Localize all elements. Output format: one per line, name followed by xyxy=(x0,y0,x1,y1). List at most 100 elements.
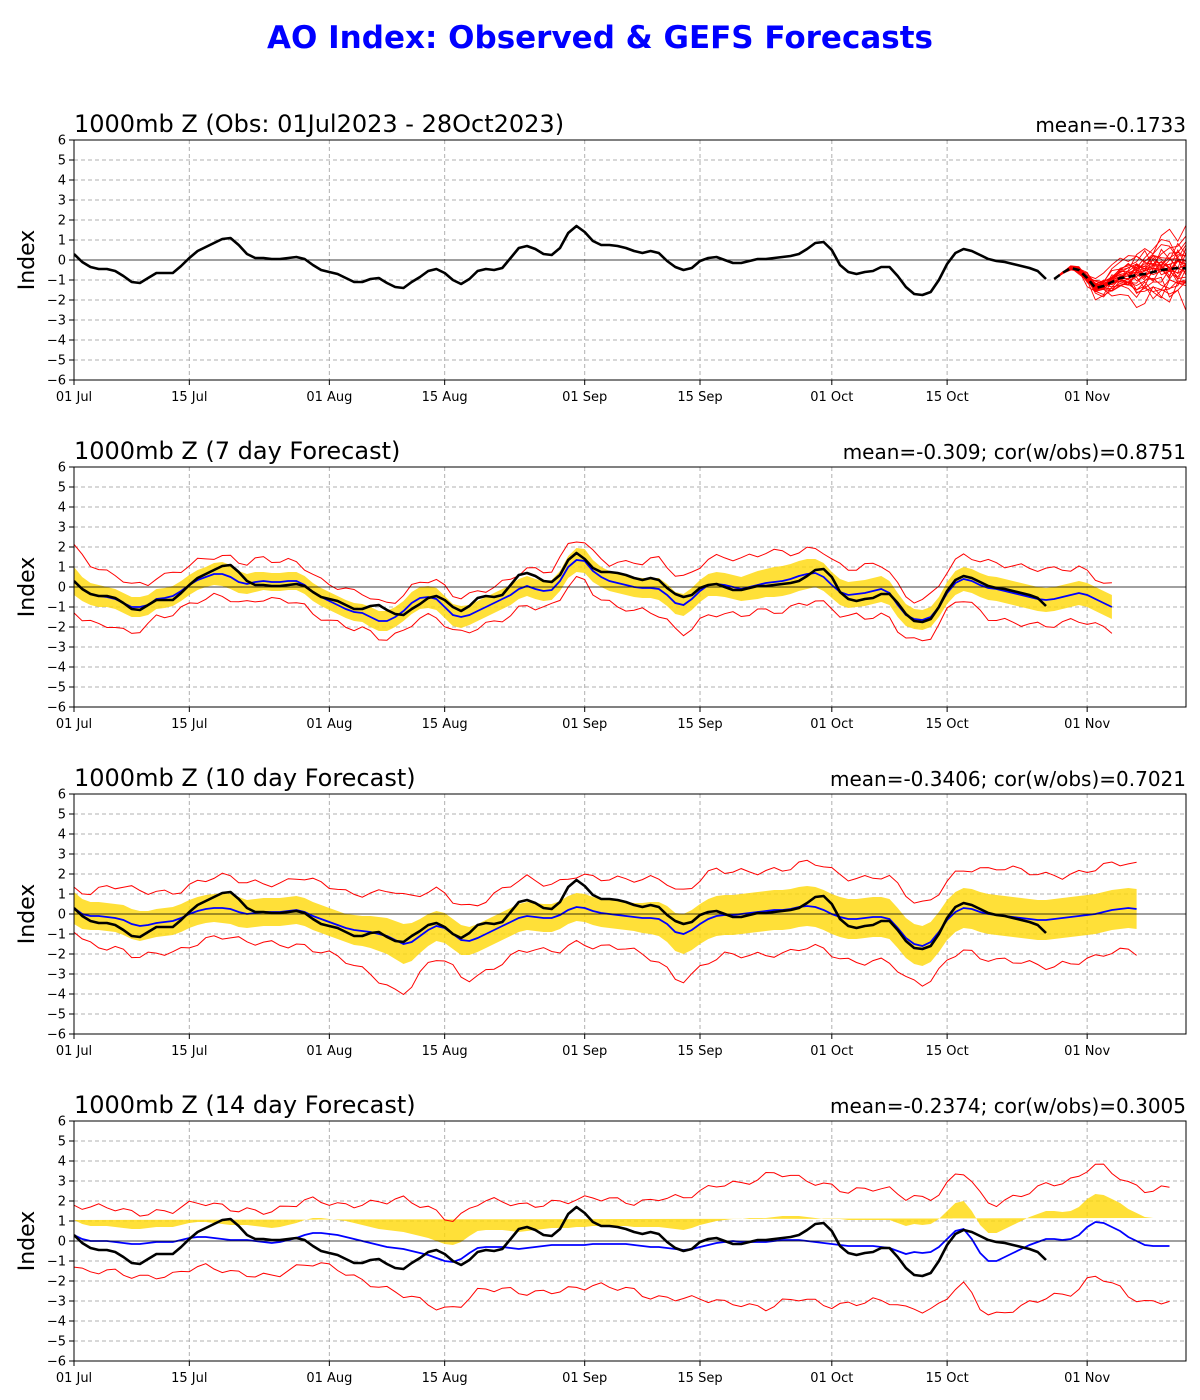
observed-line xyxy=(74,551,1047,624)
x-tick-label: 01 Oct xyxy=(810,717,853,732)
y-tick-label: 4 xyxy=(58,828,66,843)
y-tick-label: 2 xyxy=(58,541,66,556)
y-tick-label: −1 xyxy=(47,1255,66,1270)
y-tick-label: 2 xyxy=(58,214,66,229)
y-tick-label: 3 xyxy=(58,848,66,863)
x-tick-label: 15 Oct xyxy=(926,390,969,405)
spread-band xyxy=(74,1194,1162,1245)
y-tick-label: 1 xyxy=(58,234,66,249)
x-tick-label: 01 Nov xyxy=(1064,390,1110,405)
page-title: AO Index: Observed & GEFS Forecasts xyxy=(267,20,933,56)
y-tick-label: 6 xyxy=(58,461,66,476)
x-tick-label: 01 Oct xyxy=(810,1044,853,1059)
x-tick-label: 15 Jul xyxy=(171,390,207,405)
y-tick-label: −1 xyxy=(47,601,66,616)
y-tick-label: 2 xyxy=(58,1195,66,1210)
x-tick-label: 01 Sep xyxy=(562,1371,607,1386)
x-tick-label: 01 Nov xyxy=(1064,1371,1110,1386)
chart-panel-1: 6 5 4 3 2 1 0 −1 −2 −3 −4 −5 −601 Jul 15 Jul 01 Aug 15 … xyxy=(15,110,1187,405)
y-tick-label: −3 xyxy=(47,968,66,983)
spread-band xyxy=(74,548,1112,631)
upper-bound-line xyxy=(74,1163,1170,1223)
x-tick-label: 15 Sep xyxy=(677,1371,722,1386)
y-axis-label: Index xyxy=(15,1211,40,1272)
observed-line xyxy=(74,1205,1047,1278)
x-tick-label: 15 Aug xyxy=(422,1371,468,1386)
y-tick-label: 6 xyxy=(58,134,66,149)
y-tick-label: −5 xyxy=(47,1008,66,1023)
panel-title: 1000mb Z (Obs: 01Jul2023 - 28Oct2023) xyxy=(74,110,564,138)
y-tick-label: −2 xyxy=(47,1275,66,1290)
y-tick-label: −6 xyxy=(47,1028,66,1043)
x-tick-label: 15 Oct xyxy=(926,717,969,732)
y-tick-label: 4 xyxy=(58,501,66,516)
y-tick-label: −5 xyxy=(47,354,66,369)
x-tick-label: 15 Sep xyxy=(677,1044,722,1059)
x-tick-label: 01 Oct xyxy=(810,390,853,405)
panel-stat: mean=-0.2374; cor(w/obs)=0.3005 xyxy=(830,1094,1186,1118)
y-tick-label: 5 xyxy=(58,481,66,496)
y-tick-label: 2 xyxy=(58,868,66,883)
chart-panel-4: 6 5 4 3 2 1 0 −1 −2 −3 −4 −5 −601 Jul 15 Jul 01 Aug 15 … xyxy=(15,1091,1187,1386)
chart-panel-2: 6 5 4 3 2 1 0 −1 −2 −3 −4 −5 −601 Jul 15 Jul 01 Aug 15 … xyxy=(15,437,1187,732)
x-tick-label: 01 Jul xyxy=(56,1371,92,1386)
panel-stat: mean=-0.1733 xyxy=(1035,113,1186,137)
observed-line xyxy=(74,224,1047,297)
x-tick-label: 15 Aug xyxy=(422,717,468,732)
y-tick-label: −2 xyxy=(47,294,66,309)
lower-bound-line xyxy=(74,1262,1170,1316)
x-tick-label: 01 Nov xyxy=(1064,717,1110,732)
y-tick-label: −3 xyxy=(47,314,66,329)
forecast-mean-line xyxy=(74,905,1137,947)
x-tick-label: 15 Sep xyxy=(677,717,722,732)
y-tick-label: 1 xyxy=(58,888,66,903)
y-tick-label: −6 xyxy=(47,374,66,389)
y-tick-label: 6 xyxy=(58,788,66,803)
y-tick-label: −3 xyxy=(47,1295,66,1310)
x-tick-label: 01 Jul xyxy=(56,717,92,732)
y-tick-label: 5 xyxy=(58,808,66,823)
x-tick-label: 01 Jul xyxy=(56,1044,92,1059)
panel-title: 1000mb Z (10 day Forecast) xyxy=(74,764,416,792)
x-tick-label: 01 Sep xyxy=(562,1044,607,1059)
y-tick-label: 0 xyxy=(58,1235,66,1250)
x-tick-label: 01 Jul xyxy=(56,390,92,405)
y-tick-label: −3 xyxy=(47,641,66,656)
x-tick-label: 01 Aug xyxy=(306,1371,352,1386)
y-tick-label: 4 xyxy=(58,174,66,189)
x-tick-label: 15 Oct xyxy=(926,1044,969,1059)
x-tick-label: 15 Jul xyxy=(171,1044,207,1059)
lower-bound-line xyxy=(74,931,1137,996)
panel-title: 1000mb Z (14 day Forecast) xyxy=(74,1091,416,1119)
x-tick-label: 15 Jul xyxy=(171,717,207,732)
x-tick-label: 01 Aug xyxy=(306,390,352,405)
y-tick-label: −4 xyxy=(47,1315,66,1330)
x-tick-label: 01 Sep xyxy=(562,717,607,732)
y-tick-label: −1 xyxy=(47,928,66,943)
ensemble-mean-line xyxy=(1053,266,1186,290)
chart-panel-3: 6 5 4 3 2 1 0 −1 −2 −3 −4 −5 −601 Jul 15 Jul 01 Aug 15 … xyxy=(15,764,1187,1059)
y-axis-label: Index xyxy=(15,884,40,945)
y-tick-label: 4 xyxy=(58,1155,66,1170)
x-tick-label: 01 Sep xyxy=(562,390,607,405)
y-tick-label: 1 xyxy=(58,1215,66,1230)
x-tick-label: 01 Nov xyxy=(1064,1044,1110,1059)
panel-stat: mean=-0.3406; cor(w/obs)=0.7021 xyxy=(830,767,1186,791)
y-tick-label: 0 xyxy=(58,254,66,269)
y-tick-label: −4 xyxy=(47,334,66,349)
y-tick-label: −1 xyxy=(47,274,66,289)
x-tick-label: 15 Aug xyxy=(422,390,468,405)
y-tick-label: −6 xyxy=(47,1355,66,1370)
y-tick-label: 3 xyxy=(58,194,66,209)
panel-title: 1000mb Z (7 day Forecast) xyxy=(74,437,400,465)
y-tick-label: 0 xyxy=(58,581,66,596)
x-tick-label: 15 Sep xyxy=(677,390,722,405)
panel-stat: mean=-0.309; cor(w/obs)=0.8751 xyxy=(843,440,1186,464)
y-tick-label: 6 xyxy=(58,1115,66,1130)
y-tick-label: 3 xyxy=(58,521,66,536)
y-tick-label: 0 xyxy=(58,908,66,923)
y-tick-label: −4 xyxy=(47,661,66,676)
y-axis-label: Index xyxy=(15,557,40,618)
lower-bound-line xyxy=(74,575,1113,642)
x-tick-label: 01 Aug xyxy=(306,717,352,732)
